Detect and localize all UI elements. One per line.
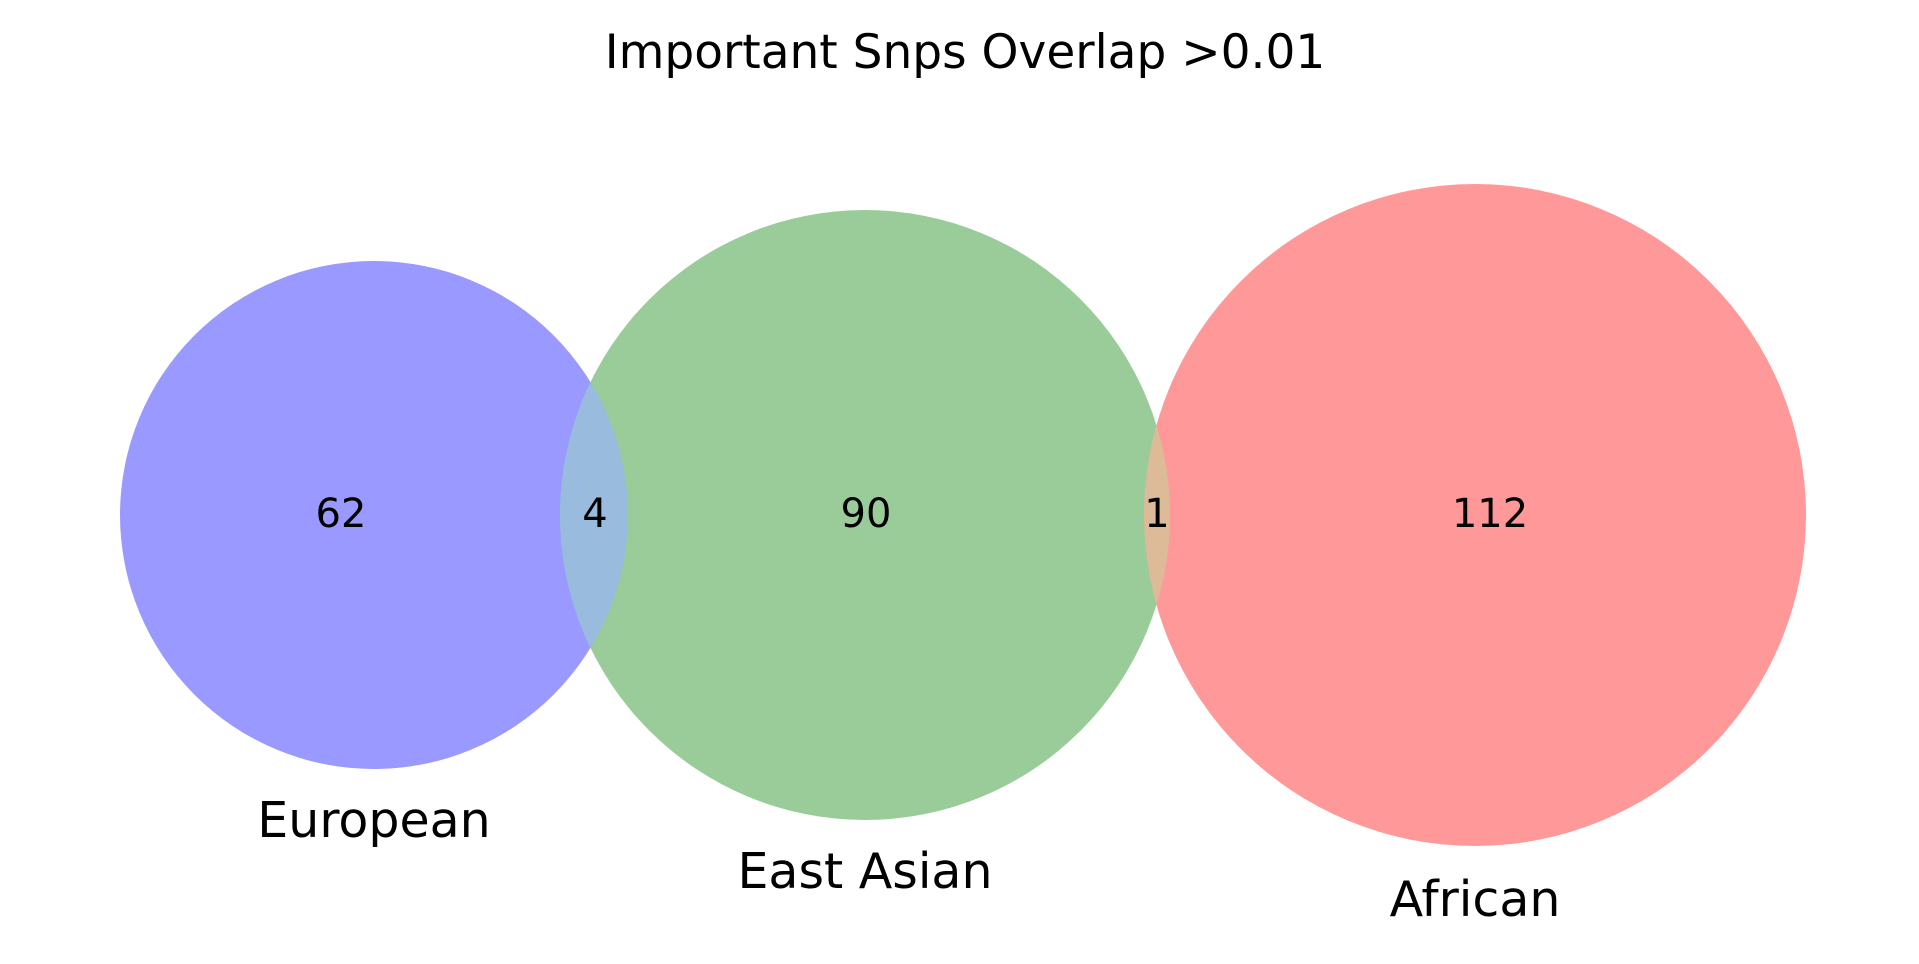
count-european-only: 62 [316,491,367,537]
label-european: European [257,792,490,849]
east-asian-circle [560,210,1170,820]
count-east-asian-only: 90 [841,491,892,537]
label-east-asian: East Asian [737,843,992,900]
european-circle [120,261,628,769]
label-african: African [1390,871,1561,928]
african-circle [1144,184,1806,846]
count-east-asian-african: 1 [1144,491,1169,537]
count-african-only: 112 [1452,491,1528,537]
diagram-title: Important Snps Overlap >0.01 [605,25,1326,80]
count-european-east-asian: 4 [582,491,607,537]
